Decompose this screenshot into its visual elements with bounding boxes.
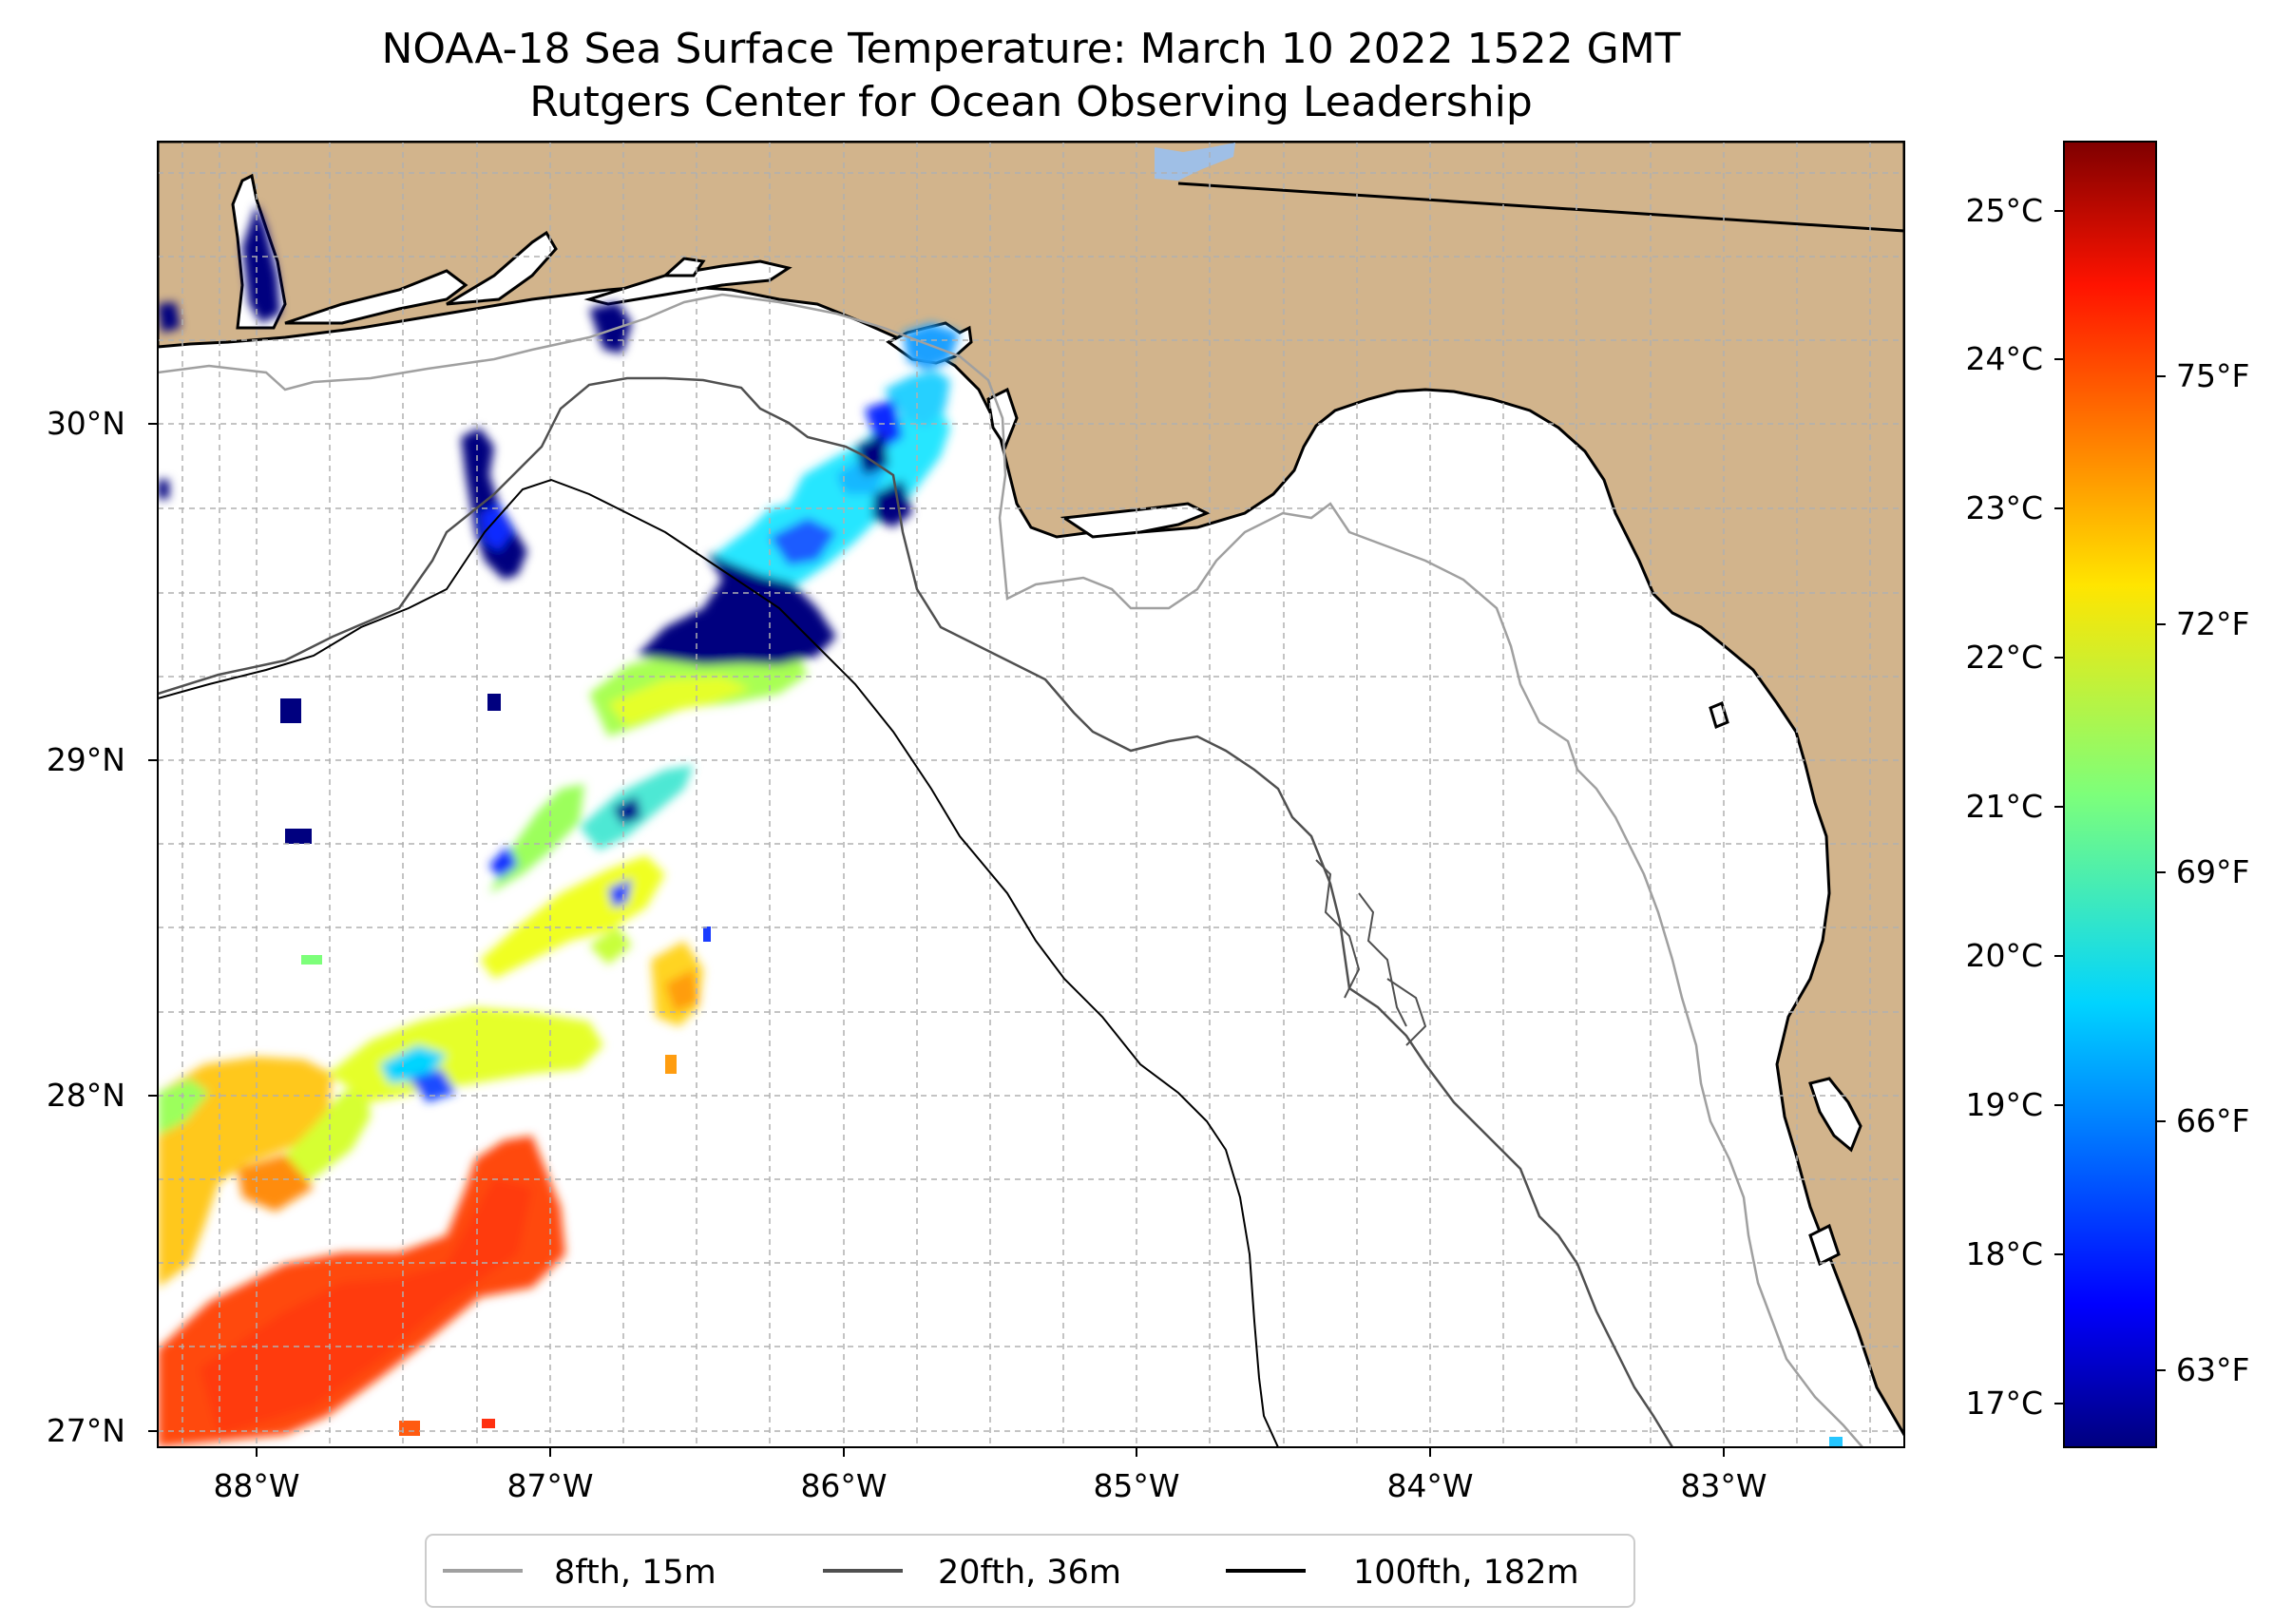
legend-label-20fth: 20fth, 36m: [938, 1554, 1121, 1592]
isobath-8fth: [158, 293, 1863, 1447]
lat-tick-label: 28°N: [47, 1077, 125, 1114]
isobath-fragments: [1315, 859, 1427, 1046]
lon-tick-label: 83°W: [1680, 1467, 1767, 1504]
celsius-tick-label: 22°C: [1965, 639, 2043, 676]
legend-item-100fth: 100fth, 182m: [1226, 1554, 1579, 1592]
sst-speck-1: [280, 698, 301, 723]
lon-tick-label: 88°W: [213, 1467, 299, 1504]
sst-standrew-blue: [865, 399, 903, 451]
legend: 8fth, 15m 20fth, 36m 100fth, 182m: [425, 1534, 1635, 1608]
celsius-tick-label: 19°C: [1965, 1086, 2043, 1123]
legend-label-100fth: 100fth, 182m: [1353, 1554, 1579, 1592]
celsius-tick-label: 17°C: [1965, 1385, 2043, 1422]
sst-speck-6: [482, 1419, 495, 1428]
sst-patch-b-blue: [489, 846, 518, 879]
title-line1: NOAA-18 Sea Surface Temperature: March 1…: [381, 25, 1680, 73]
lon-tick-label: 87°W: [506, 1467, 593, 1504]
lon-tick-label: 84°W: [1386, 1467, 1473, 1504]
sst-mobile-navy: [242, 204, 280, 323]
sst-standrew-navy: [855, 432, 888, 475]
sst-west-edge-navy2: [158, 480, 169, 499]
legend-box: [425, 1534, 1635, 1608]
lon-axis: 88°W 87°W 86°W 85°W 84°W 83°W: [213, 1447, 1767, 1504]
celsius-tick-label: 21°C: [1965, 788, 2043, 825]
sst-patch-e: [589, 927, 632, 965]
sst-standrew-cyan: [884, 371, 950, 428]
fahrenheit-tick-label: 72°F: [2176, 605, 2249, 642]
map-panel[interactable]: [158, 142, 1904, 1447]
celsius-ticks: 17°C 18°C 19°C 20°C 21°C 22°C 23°C 24°C …: [1965, 192, 2064, 1422]
pensacola-inlet: [446, 230, 558, 306]
land-mass: [158, 142, 1904, 1438]
fahrenheit-tick-label: 75°F: [2176, 357, 2249, 394]
sst-desoto-navy: [637, 546, 836, 665]
isobath-100fth: [158, 478, 1279, 1447]
lon-tick-label: 86°W: [800, 1467, 887, 1504]
celsius-tick-label: 24°C: [1965, 340, 2043, 377]
sst-speck-7: [1829, 1437, 1843, 1447]
state-boundary: [1177, 182, 1904, 233]
sst-choctaw-blue: [770, 518, 836, 565]
legend-label-8fth: 8fth, 15m: [554, 1554, 716, 1592]
title-line2: Rutgers Center for Ocean Observing Leade…: [529, 78, 1533, 126]
fahrenheit-tick-label: 66°F: [2176, 1102, 2249, 1139]
fahrenheit-tick-label: 69°F: [2176, 853, 2249, 890]
sst-west-edge-navy: [158, 302, 181, 333]
fahrenheit-tick-label: 63°F: [2176, 1351, 2249, 1388]
charlotte-notch: [1808, 1223, 1841, 1267]
celsius-tick-label: 18°C: [1965, 1235, 2043, 1272]
sst-patch-d-orange: [665, 969, 698, 1012]
celsius-tick-label: 20°C: [1965, 937, 2043, 974]
celsius-tick-label: 23°C: [1965, 489, 2043, 526]
sst-speck-2: [285, 829, 312, 844]
inland-lake: [1155, 143, 1235, 181]
fahrenheit-ticks: 63°F 66°F 69°F 72°F 75°F: [2156, 357, 2249, 1388]
lon-tick-label: 85°W: [1093, 1467, 1179, 1504]
sst-shelfbreak-yellow: [608, 677, 751, 727]
sst-speck-9: [703, 927, 711, 942]
sst-speck-3: [487, 694, 501, 711]
sst-pensacola-blue: [480, 504, 513, 551]
isobath-20fth: [158, 376, 1674, 1447]
lat-tick-label: 29°N: [47, 741, 125, 778]
sst-speck-5: [399, 1421, 420, 1436]
sst-choctaw-navy: [872, 480, 912, 527]
apalachicola-bay: [1060, 502, 1211, 539]
sst-west-yellow-band: [158, 1057, 333, 1288]
lat-tick-label: 30°N: [47, 405, 125, 442]
sst-west-green: [158, 1079, 209, 1136]
sst-warm-orange-core: [200, 1178, 532, 1435]
sst-speck-4: [301, 955, 322, 965]
legend-item-8fth: 8fth, 15m: [443, 1554, 716, 1592]
sst-west-yellow-edge: [285, 1083, 371, 1183]
map-gridlines: [158, 142, 1904, 1447]
sst-patch-c-navy: [613, 796, 641, 825]
choctaw-inlet: [661, 257, 706, 277]
map-frame: [157, 141, 1905, 1448]
celsius-tick-label: 25°C: [1965, 192, 2043, 229]
colorbar-gradient: [2063, 141, 2157, 1448]
legend-item-20fth: 20fth, 36m: [823, 1554, 1121, 1592]
lat-axis: 27°N 28°N 29°N 30°N: [47, 405, 158, 1449]
sst-mid-blue: [409, 1069, 456, 1102]
sst-patch-a-blue: [608, 879, 632, 908]
colorbar: 17°C 18°C 19°C 20°C 21°C 22°C 23°C 24°C …: [1965, 141, 2249, 1448]
lat-tick-label: 27°N: [47, 1412, 125, 1449]
sst-speck-8: [665, 1055, 677, 1074]
